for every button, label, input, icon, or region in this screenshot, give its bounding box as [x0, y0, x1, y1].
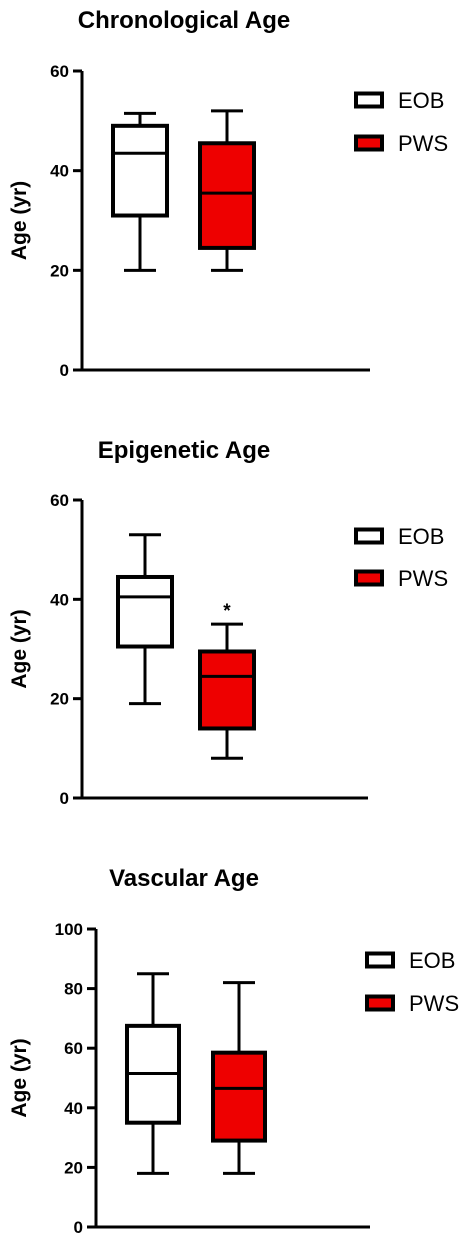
- significance-marker: *: [223, 601, 231, 622]
- y-tick-label: 0: [74, 1218, 83, 1237]
- box-iqr: [116, 574, 174, 649]
- legend-swatch: [354, 91, 384, 109]
- box-iqr: [198, 141, 256, 250]
- box-pws: [198, 622, 256, 760]
- box-pws: [198, 109, 256, 272]
- legend-item-pws: PWS: [365, 991, 459, 1016]
- y-axis-label: Age (yr): [8, 609, 31, 688]
- box-eob: [111, 111, 169, 272]
- y-tick-label: 60: [50, 491, 69, 510]
- legend-item-eob: EOB: [365, 948, 455, 973]
- legend-label: PWS: [398, 131, 448, 156]
- chart-panel-1: Chronological Age 0 20 40 60 Age (yr) EOB PWS: [8, 7, 448, 380]
- legend-label: EOB: [398, 524, 444, 549]
- y-tick-label: 40: [50, 162, 69, 181]
- legend-item-pws: PWS: [354, 566, 448, 591]
- legend-item-eob: EOB: [354, 524, 444, 549]
- legend-item-eob: EOB: [354, 88, 444, 113]
- y-axis-label: Age (yr): [8, 181, 31, 260]
- y-tick-label: 40: [50, 590, 69, 609]
- box-iqr: [111, 123, 169, 218]
- legend-label: EOB: [409, 948, 455, 973]
- y-axis-label: Age (yr): [8, 1038, 31, 1117]
- legend-swatch: [365, 994, 395, 1012]
- box-iqr: [211, 1050, 267, 1143]
- chart-panel-2: Epigenetic Age 0 20 40 60 Age (yr) * EOB PWS: [8, 437, 448, 808]
- legend-label: PWS: [398, 566, 448, 591]
- chart-title: Vascular Age: [109, 865, 259, 892]
- box-pws: [211, 981, 267, 1175]
- y-tick-label: 20: [50, 690, 69, 709]
- chart-panel-3: Vascular Age 0 20 40 60 80 100 Age (yr) EOB PWS: [8, 865, 459, 1237]
- chart-title: Epigenetic Age: [98, 437, 270, 464]
- legend-item-pws: PWS: [354, 131, 448, 156]
- y-tick-label: 80: [64, 980, 83, 999]
- box-iqr: [198, 649, 256, 731]
- legend-label: EOB: [398, 88, 444, 113]
- y-tick-label: 0: [60, 789, 69, 808]
- y-tick-label: 60: [50, 62, 69, 81]
- legend-label: PWS: [409, 991, 459, 1016]
- y-tick-label: 100: [55, 920, 83, 939]
- y-tick-label: 0: [60, 361, 69, 380]
- legend-swatch: [354, 134, 384, 152]
- chart-title: Chronological Age: [78, 7, 290, 34]
- y-tick-label: 20: [64, 1158, 83, 1177]
- legend-swatch: [365, 951, 395, 969]
- legend-swatch: [354, 569, 384, 587]
- legend-swatch: [354, 527, 384, 545]
- y-tick-label: 40: [64, 1099, 83, 1118]
- box-eob: [116, 533, 174, 706]
- box-eob: [125, 972, 181, 1175]
- y-tick-label: 60: [64, 1039, 83, 1058]
- y-tick-label: 20: [50, 261, 69, 280]
